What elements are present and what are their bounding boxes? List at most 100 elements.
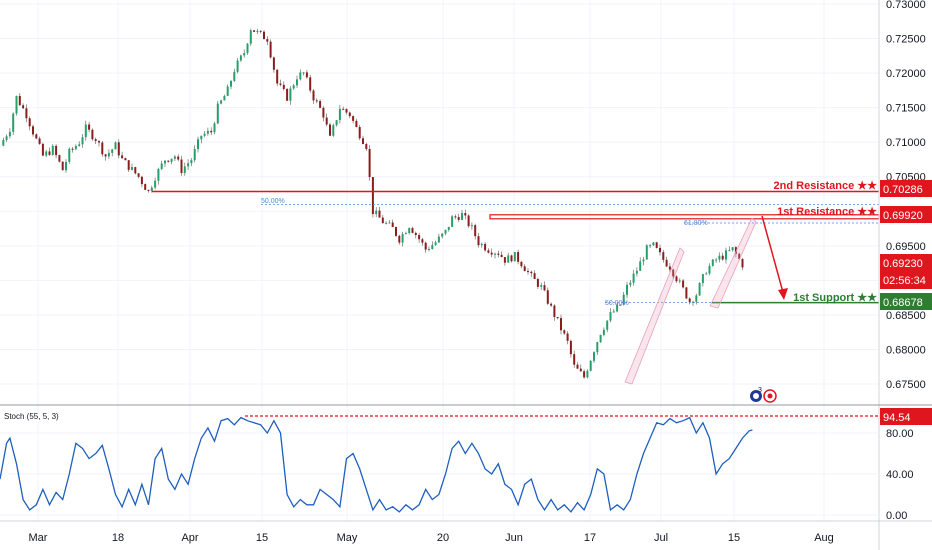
time-tick-label: 17 — [584, 532, 596, 544]
candle-body — [583, 371, 586, 378]
osc-tick-label: 0.00 — [886, 510, 907, 522]
price-candles — [2, 28, 744, 379]
candle-body — [58, 155, 61, 162]
candle-body — [190, 160, 193, 164]
candle-body — [652, 242, 655, 246]
candle-body — [629, 282, 632, 285]
candle-body — [556, 316, 559, 319]
candle-body — [550, 303, 553, 306]
candle-body — [312, 90, 315, 101]
candle-body — [88, 124, 91, 130]
candle-body — [329, 124, 331, 136]
candle-body — [325, 117, 328, 125]
candle-body — [487, 250, 490, 253]
stoch-title[interactable]: Stoch (55, 5, 3) — [4, 412, 59, 421]
candle-body — [375, 210, 378, 215]
candle-body — [183, 166, 186, 173]
candle-body — [137, 173, 140, 177]
candle-body — [586, 370, 589, 378]
candle-body — [725, 250, 727, 260]
candle-body — [395, 227, 397, 236]
candle-body — [213, 123, 216, 133]
resistance-1-price: 0.69920 — [883, 210, 923, 222]
candle-body — [553, 305, 556, 317]
candle-body — [464, 213, 467, 216]
candle-body — [362, 138, 364, 144]
stoch-level-value: 94.54 — [883, 412, 911, 424]
candle-body — [322, 107, 325, 118]
candle-body — [454, 216, 457, 218]
fib-50-lower-label: 50.00% — [605, 300, 629, 307]
candle-body — [230, 80, 232, 87]
candle-body — [12, 113, 15, 132]
price-tick-label: 0.72000 — [886, 68, 926, 80]
time-tick-label: 20 — [437, 532, 449, 544]
candle-body — [206, 130, 209, 134]
candle-body — [619, 304, 622, 306]
candle-body — [507, 255, 510, 263]
candle-body — [378, 210, 381, 218]
candle-body — [414, 232, 417, 236]
projection-arrow-head — [778, 288, 788, 300]
candle-body — [65, 161, 67, 171]
candle-body — [355, 120, 358, 128]
candle-body — [38, 138, 41, 144]
candle-body — [444, 229, 447, 234]
candle-body — [477, 236, 480, 246]
candle-body — [672, 269, 675, 277]
candle-body — [569, 340, 572, 355]
candle-body — [246, 43, 249, 54]
candle-body — [593, 352, 595, 361]
candle-body — [84, 124, 87, 138]
candle-body — [635, 270, 638, 274]
candle-body — [513, 252, 516, 262]
candle-body — [35, 134, 38, 139]
candle-body — [276, 69, 279, 84]
candle-body — [371, 177, 374, 215]
candle-body — [536, 278, 539, 287]
candle-body — [741, 259, 744, 268]
resistance-1-label: 1st Resistance ★★ — [777, 206, 877, 218]
candle-body — [332, 125, 335, 136]
candle-body — [131, 167, 133, 170]
candle-body — [74, 146, 77, 150]
candle-body — [421, 239, 424, 243]
candle-body — [484, 243, 487, 251]
candle-body — [101, 142, 104, 155]
candle-body — [626, 284, 628, 295]
candle-body — [114, 142, 117, 150]
candle-body — [560, 318, 562, 331]
candle-body — [5, 136, 8, 140]
candle-body — [55, 145, 58, 156]
economic-event-flag-icon[interactable]: 3 — [750, 387, 762, 402]
candle-body — [451, 216, 454, 227]
candle-body — [104, 154, 107, 157]
candle-body — [612, 311, 615, 313]
candle-body — [51, 145, 54, 155]
candle-body — [150, 187, 153, 191]
candle-body — [68, 148, 71, 162]
candle-body — [28, 118, 31, 127]
candle-body — [259, 30, 262, 32]
candle-body — [299, 72, 302, 80]
candle-body — [602, 329, 605, 335]
time-axis[interactable]: Mar 18 Apr 15 May 20 Jun 17 Jul 15 Aug — [29, 532, 834, 544]
candle-body — [662, 252, 665, 260]
candle-body — [523, 266, 526, 272]
stoch-level-tag — [880, 408, 932, 425]
osc-tick-label: 40.00 — [886, 469, 914, 481]
time-tick-label: Aug — [814, 532, 834, 544]
candle-body — [497, 253, 500, 255]
economic-event-alert-icon[interactable] — [763, 389, 777, 403]
candle-body — [296, 79, 298, 86]
candle-body — [345, 108, 348, 113]
candle-body — [124, 158, 127, 161]
candle-body — [94, 139, 97, 142]
candle-body — [286, 88, 289, 101]
candle-body — [728, 250, 731, 252]
candle-body — [596, 342, 599, 353]
candle-body — [408, 228, 411, 234]
candle-body — [352, 116, 355, 121]
candle-body — [437, 236, 440, 243]
